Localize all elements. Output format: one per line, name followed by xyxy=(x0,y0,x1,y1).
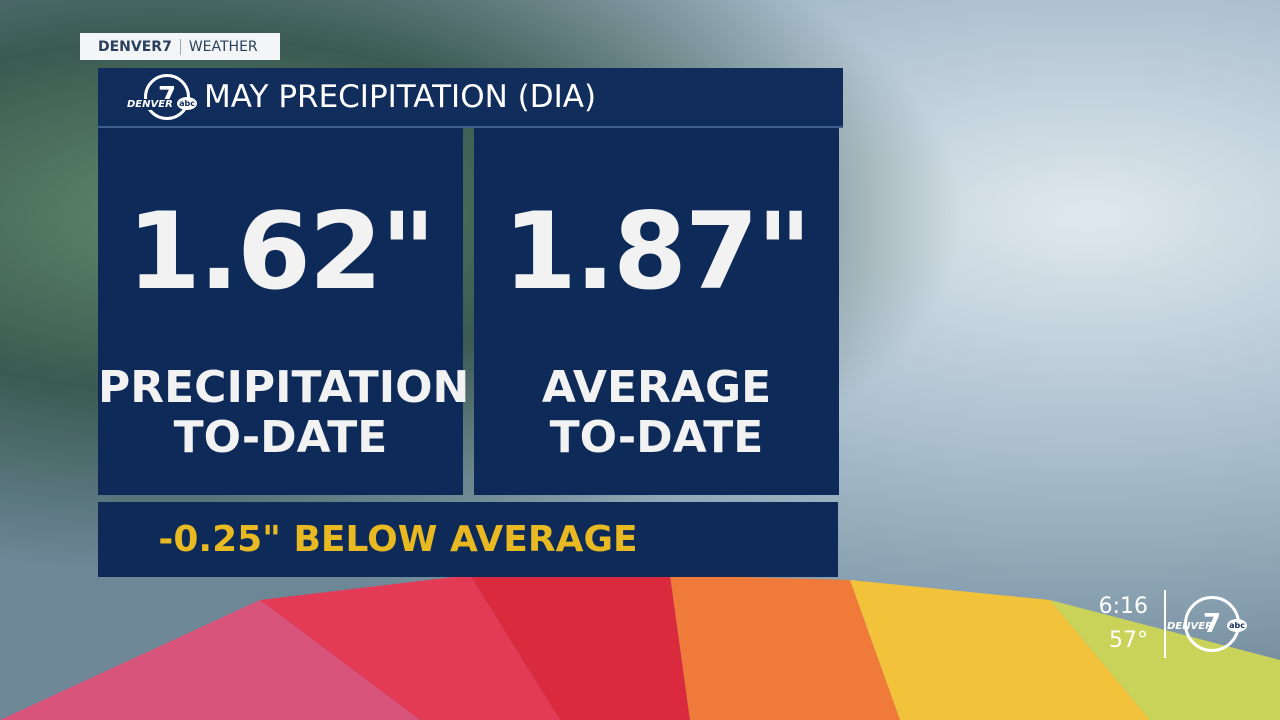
panel-value: 1.87" xyxy=(503,190,812,313)
bug: 6:16 57° 7 DENVER abc xyxy=(1099,590,1250,658)
logo-network: abc xyxy=(177,97,197,110)
logo-network: abc xyxy=(1227,619,1247,632)
label-line: TO-DATE xyxy=(549,412,764,463)
bug-logo: 7 DENVER abc xyxy=(1167,596,1247,652)
logo-number: 7 xyxy=(1202,609,1222,639)
logo: 7 DENVER abc xyxy=(125,74,197,120)
station-name: DENVER7 xyxy=(80,38,181,55)
label-line: TO-DATE xyxy=(173,412,388,463)
section-name: WEATHER xyxy=(188,38,258,55)
time: 6:16 xyxy=(1098,594,1148,619)
station-tag: DENVER7 WEATHER xyxy=(80,33,280,60)
title-bar: 7 DENVER abc MAY PRECIPITATION (DIA) xyxy=(98,68,843,128)
label-line: AVERAGE xyxy=(541,362,772,413)
title: MAY PRECIPITATION (DIA) xyxy=(204,79,597,115)
logo-name: DENVER xyxy=(1167,621,1213,632)
temperature: 57° xyxy=(1109,628,1148,653)
panel: 1.87" AVERAGE TO-DATE xyxy=(474,128,839,495)
panel-label: PRECIPITATION TO-DATE xyxy=(98,362,470,463)
panel-label: AVERAGE TO-DATE xyxy=(474,363,839,463)
time-temp: 6:16 57° xyxy=(1099,590,1166,658)
label-line: PRECIPITATION xyxy=(98,362,470,413)
panel: 1.62" PRECIPITATION TO-DATE xyxy=(98,128,470,495)
panel-value: 1.62" xyxy=(127,190,436,313)
logo-name: DENVER xyxy=(125,99,175,110)
footer: -0.25" BELOW AVERAGE xyxy=(98,502,838,577)
